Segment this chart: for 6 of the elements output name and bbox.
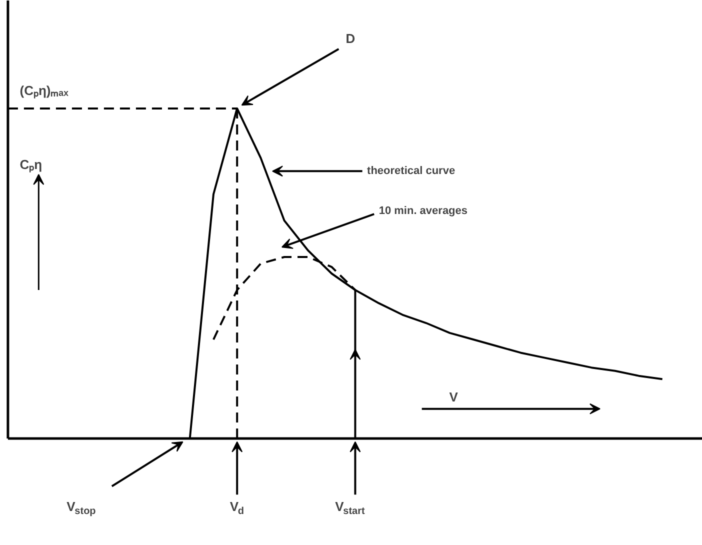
text: D xyxy=(346,30,356,46)
annotation: theoretical curve xyxy=(367,165,456,178)
annotation: 10 min. averages xyxy=(378,204,468,217)
ref-line-label: (Cₚη)ₘₐₓ xyxy=(20,82,69,99)
y-axis-title: Cₚη xyxy=(20,157,42,174)
x-axis-title: V xyxy=(449,389,458,404)
